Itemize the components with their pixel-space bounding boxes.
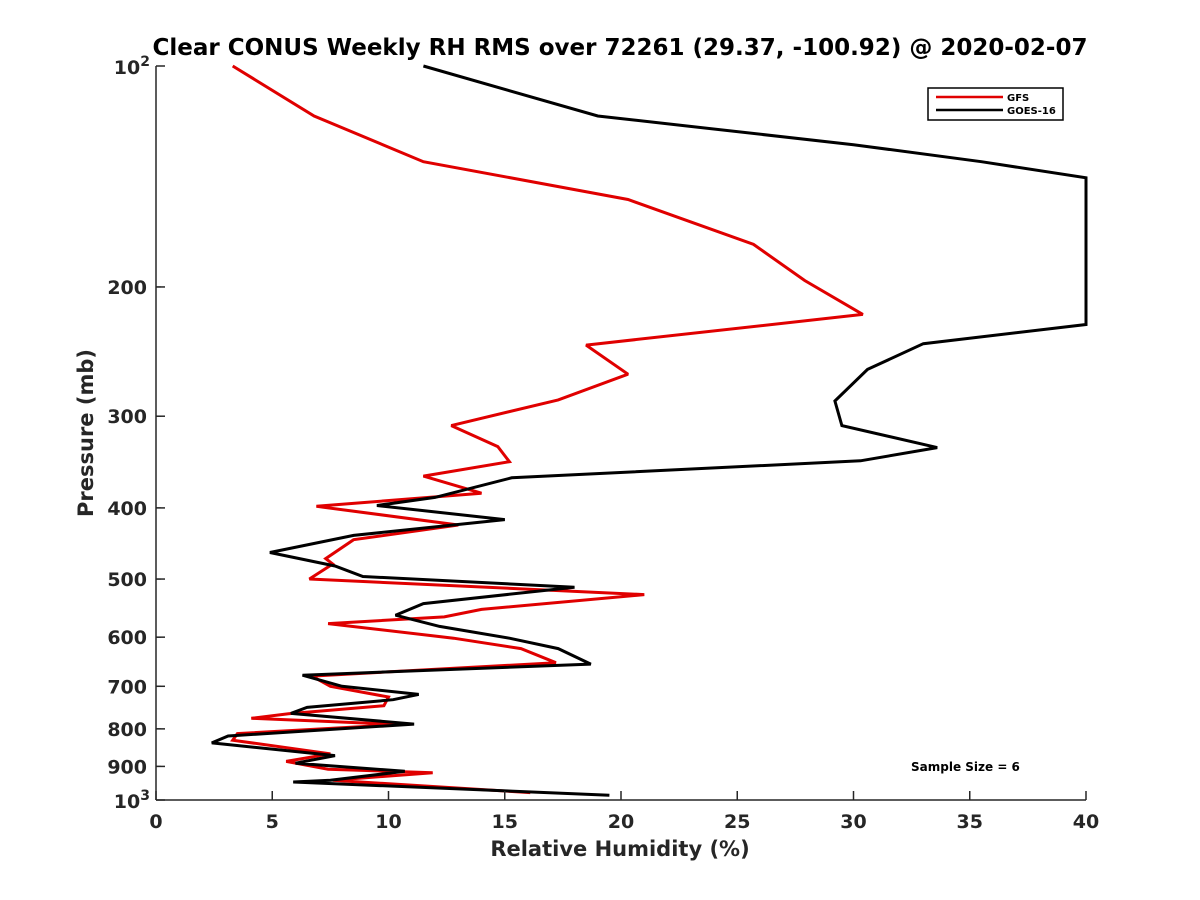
x-axis: 0 5 10 15 20 25 30 35 40 bbox=[149, 791, 1099, 833]
y-tick-label: 300 bbox=[107, 406, 147, 428]
x-tick-label: 40 bbox=[1073, 811, 1099, 833]
x-tick-label: 30 bbox=[840, 811, 866, 833]
x-tick-label: 0 bbox=[149, 811, 162, 833]
y-tick-label: 600 bbox=[107, 627, 147, 649]
x-tick-label: 35 bbox=[957, 811, 983, 833]
series-line-gfs bbox=[230, 64, 864, 795]
x-tick-label: 5 bbox=[266, 811, 279, 833]
sample-size-annotation: Sample Size = 6 bbox=[911, 760, 1020, 774]
series-layer bbox=[211, 64, 1088, 797]
y-tick-label: 700 bbox=[107, 676, 147, 698]
y-axis: 200 300 400 500 600 700 800 900 102 103 bbox=[107, 54, 165, 813]
y-tick-label: 103 bbox=[114, 788, 150, 813]
legend-label-goes16: GOES-16 bbox=[1007, 106, 1056, 117]
y-tick-label: 102 bbox=[114, 54, 150, 79]
legend: GFS GOES-16 bbox=[927, 87, 1064, 121]
y-tick-label: 200 bbox=[107, 277, 147, 299]
y-tick-label: 800 bbox=[107, 719, 147, 741]
x-tick-label: 20 bbox=[608, 811, 634, 833]
series-line-goes16 bbox=[211, 64, 1088, 797]
x-tick-label: 25 bbox=[724, 811, 750, 833]
x-tick-label: 10 bbox=[375, 811, 401, 833]
y-tick-label: 500 bbox=[107, 569, 147, 591]
chart-title: Clear CONUS Weekly RH RMS over 72261 (29… bbox=[153, 35, 1088, 61]
x-axis-title: Relative Humidity (%) bbox=[490, 837, 749, 861]
y-tick-label: 400 bbox=[107, 498, 147, 520]
y-tick-label: 900 bbox=[107, 756, 147, 778]
x-tick-label: 15 bbox=[492, 811, 518, 833]
legend-box bbox=[927, 87, 1064, 121]
legend-label-gfs: GFS bbox=[1007, 93, 1029, 104]
y-axis-title: Pressure (mb) bbox=[74, 349, 98, 517]
